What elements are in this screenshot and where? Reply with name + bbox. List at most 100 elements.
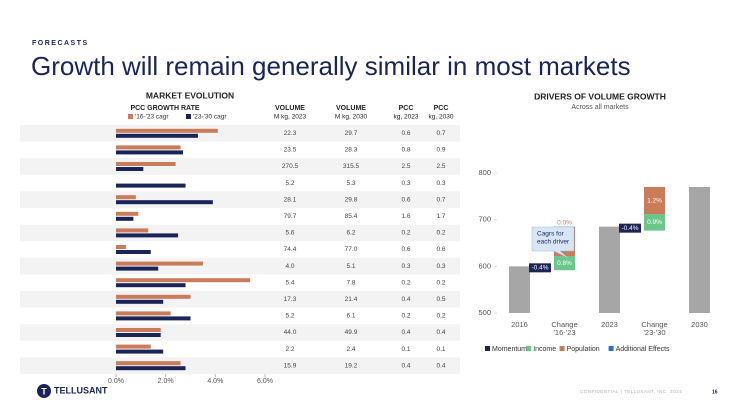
table-cell: 0.3 — [401, 263, 410, 270]
table-cell: 6.2 — [346, 230, 355, 237]
x-tick-label: 4.0% — [207, 378, 223, 385]
logo-mark: T — [41, 386, 47, 396]
bar — [116, 283, 186, 288]
confidential-note: CONFIDENTIAL | TELLUSANT, INC. 2024 — [580, 389, 682, 394]
bar — [116, 344, 151, 349]
bar — [116, 195, 136, 200]
legend-swatch — [485, 346, 490, 351]
table-cell: 0.5 — [436, 296, 445, 303]
bar — [116, 228, 149, 233]
bar — [116, 333, 161, 337]
bar — [116, 366, 186, 371]
table-cell: 4.0 — [285, 263, 294, 270]
bar — [116, 361, 181, 366]
chart-subtitle: PCC GROWTH RATE — [130, 105, 199, 112]
segment-label: 1.2% — [647, 197, 662, 204]
table-cell: 29.8 — [345, 196, 358, 203]
table-cell: 79.7 — [284, 213, 297, 220]
row-band — [20, 324, 460, 341]
row-band — [20, 191, 460, 208]
table-cell: 0.4 — [436, 329, 445, 336]
annotation: Cagrs for — [537, 231, 565, 238]
table-cell: 49.9 — [345, 329, 358, 336]
x-tick-label: 2016 — [511, 320, 528, 329]
table-cell: 1.7 — [436, 213, 445, 220]
segment-label: -0.4% — [622, 225, 639, 232]
bar — [116, 133, 198, 138]
y-tick-label: 800 — [478, 168, 491, 177]
column-header: PCC — [399, 105, 414, 112]
table-cell: 21.4 — [345, 296, 358, 303]
total-bar — [599, 226, 620, 313]
row-band — [20, 158, 460, 175]
label-chip — [619, 223, 641, 233]
table-cell: 5.4 — [285, 279, 294, 286]
table-cell: 0.7 — [436, 130, 445, 137]
segment-label: 0.0% — [557, 219, 572, 226]
chart-title: DRIVERS OF VOLUME GROWTH — [534, 91, 666, 101]
bar — [116, 145, 181, 150]
x-tick-label: 2030 — [691, 320, 708, 329]
table-cell: 29.7 — [345, 130, 358, 137]
bar — [116, 167, 144, 171]
bar — [116, 216, 134, 221]
x-tick-label: 2023 — [601, 320, 618, 329]
table-cell: 0.6 — [401, 130, 410, 137]
table-cell: 0.6 — [401, 196, 410, 203]
y-tick-label: 600 — [478, 261, 491, 270]
callout — [531, 226, 575, 259]
table-cell: 0.7 — [436, 196, 445, 203]
column-header: kg, 2030 — [429, 114, 454, 121]
table-cell: 77.0 — [345, 246, 358, 253]
table-cell: 0.8 — [401, 147, 410, 154]
table-cell: 6.1 — [346, 313, 355, 320]
table-cell: 0.2 — [436, 230, 445, 237]
page-number: 16 — [712, 389, 718, 395]
total-bar — [689, 187, 710, 313]
row-band — [20, 125, 460, 142]
bar — [116, 299, 164, 304]
legend-label: Income — [533, 346, 556, 353]
bar — [116, 150, 184, 155]
table-cell: 0.1 — [401, 346, 410, 353]
x-tick-label: 6.0% — [257, 378, 273, 385]
bar — [116, 316, 191, 321]
total-bar — [509, 266, 530, 313]
segment — [644, 187, 665, 215]
bar — [116, 200, 213, 205]
bar — [116, 128, 218, 133]
table-cell: 44.0 — [284, 329, 297, 336]
slide-title: Growth will remain generally similar in … — [31, 51, 631, 81]
section-label: FORECASTS — [32, 40, 89, 47]
table-cell: 5.1 — [346, 263, 355, 270]
table-cell: 0.4 — [401, 362, 410, 369]
column-header: M kg, 2030 — [335, 114, 368, 121]
table-cell: 270.5 — [282, 163, 299, 170]
legend-swatch — [559, 346, 565, 351]
bar — [116, 294, 191, 299]
x-tick-label: Change — [551, 320, 577, 329]
y-tick-label: 700 — [478, 215, 491, 224]
segment — [554, 256, 575, 271]
table-cell: 2.5 — [401, 163, 410, 170]
table-cell: 5.3 — [346, 180, 355, 187]
table-cell: 0.9 — [436, 147, 445, 154]
table-cell: 2.2 — [285, 346, 294, 353]
table-cell: 0.4 — [401, 296, 410, 303]
table-cell: 23.5 — [284, 147, 297, 154]
table-cell: 0.6 — [436, 246, 445, 253]
legend-label: '16-'23 cagr — [135, 114, 169, 121]
column-header: PCC — [434, 105, 449, 112]
segment-label: 0.9% — [647, 219, 662, 226]
bar — [116, 162, 176, 166]
table-cell: 0.2 — [401, 279, 410, 286]
logo-text: TELLUSANT — [54, 385, 108, 395]
chart-subtitle: Across all markets — [571, 104, 629, 111]
column-header: M kg, 2023 — [274, 114, 307, 121]
legend-label: Additional Effects — [616, 346, 670, 353]
row-band — [20, 224, 460, 242]
x-tick-label: 2.0% — [158, 378, 174, 385]
table-cell: 0.3 — [436, 180, 445, 187]
table-cell: 28.3 — [345, 147, 358, 154]
